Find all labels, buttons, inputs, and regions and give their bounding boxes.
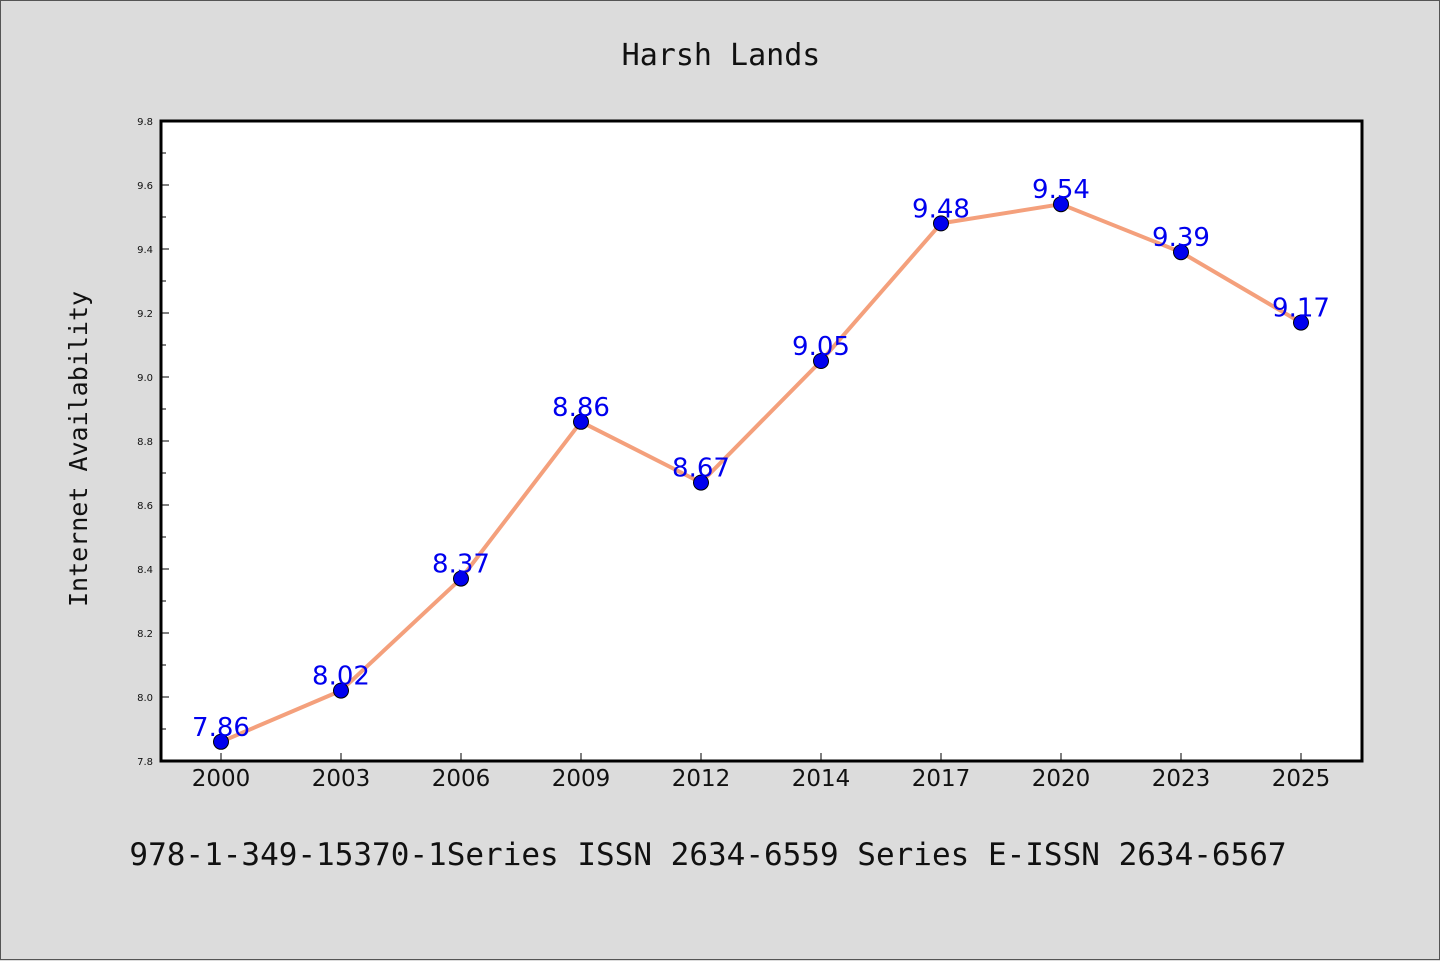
- data-point-label: 9.05: [792, 332, 850, 362]
- data-point-marker: [693, 474, 709, 491]
- data-point-marker: [333, 682, 349, 699]
- x-axis-ticks: 2000 2003 2006 2009 2012 2014 2017 2020 2023 2025: [192, 753, 1331, 792]
- data-point-marker: [1053, 196, 1069, 213]
- x-tick-label: 2020: [1032, 766, 1091, 792]
- data-point-marker: [933, 215, 949, 232]
- footer-isbn-text: 978-1-349-15370-1Series ISSN 2634-6559 S…: [129, 837, 1286, 873]
- x-tick-label: 2006: [432, 766, 491, 792]
- chart-title: Harsh Lands: [622, 38, 821, 73]
- x-tick-label: 2023: [1152, 766, 1211, 792]
- data-point-label: 8.86: [552, 393, 610, 423]
- y-tick-label: 8.6: [137, 501, 153, 512]
- data-point-label: 9.48: [912, 194, 970, 224]
- data-point-label: 8.37: [432, 550, 490, 580]
- data-point-marker: [1173, 244, 1189, 261]
- y-axis-label: Internet Availability: [64, 291, 93, 607]
- data-point-label: 8.67: [672, 454, 730, 484]
- y-tick-label: 8.4: [137, 565, 153, 576]
- y-axis-ticks: 7.8 8.0 8.2 8.4 8.6 8.8 9.0 9.2 9.4 9.6 9.8: [137, 117, 169, 768]
- y-tick-label: 8.8: [137, 437, 153, 448]
- data-point-marker: [1293, 314, 1309, 331]
- data-point-label: 9.17: [1272, 294, 1330, 324]
- data-point-label: 8.02: [312, 662, 370, 692]
- x-tick-label: 2017: [912, 766, 971, 792]
- x-tick-label: 2025: [1272, 766, 1331, 792]
- series-line: [220, 202, 1303, 744]
- plot-area: [159, 119, 1364, 763]
- x-tick-label: 2009: [552, 766, 611, 792]
- data-point-label: 9.54: [1032, 175, 1090, 205]
- data-point-marker: [453, 570, 469, 587]
- x-tick-label: 2000: [192, 766, 251, 792]
- data-point-marker: [813, 353, 829, 369]
- x-tick-label: 2003: [312, 766, 371, 792]
- y-tick-label: 9.4: [137, 245, 153, 256]
- data-point-marker: [213, 733, 229, 750]
- series-group: 7.86 8.02 8.37 8.86 8.67 9.05 9.48 9.54 9.39 9.17: [192, 175, 1330, 750]
- x-tick-label: 2014: [792, 766, 851, 792]
- y-tick-label: 9.2: [137, 309, 153, 320]
- data-point-label: 9.39: [1152, 223, 1210, 253]
- y-tick-label: 9.6: [137, 181, 153, 192]
- x-tick-label: 2012: [672, 766, 731, 792]
- y-tick-label: 8.0: [137, 693, 153, 704]
- data-point-marker: [573, 413, 589, 430]
- y-tick-label: 8.2: [137, 629, 153, 640]
- y-tick-label: 9.8: [137, 117, 153, 128]
- y-tick-label: 9.0: [137, 373, 153, 384]
- y-tick-label: 7.8: [137, 757, 153, 768]
- data-point-label: 7.86: [192, 713, 250, 743]
